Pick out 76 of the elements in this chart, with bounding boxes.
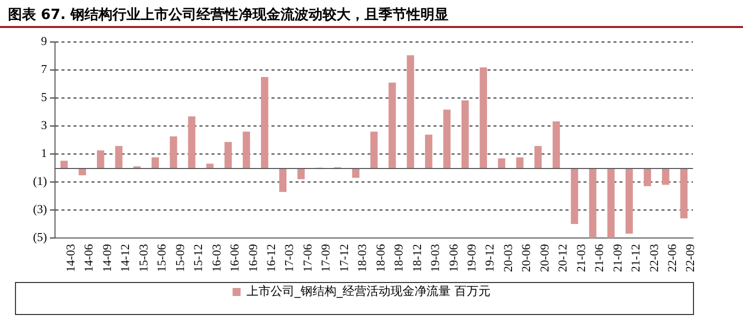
x-tick-label: 17-09 <box>318 244 333 272</box>
bar <box>352 168 360 178</box>
x-tick-label: 17-03 <box>282 244 296 272</box>
x-tick-label: 16-03 <box>209 244 224 272</box>
x-tick-label: 16-09 <box>246 244 260 272</box>
bar <box>152 157 159 168</box>
bar <box>78 168 86 176</box>
bar <box>443 110 451 168</box>
bar <box>425 134 432 168</box>
bar <box>206 164 214 168</box>
x-tick-label: 20-09 <box>537 244 552 272</box>
y-tick-label: (5) <box>32 230 47 244</box>
x-tick-label: 20-06 <box>519 244 534 272</box>
bar <box>242 132 250 168</box>
y-tick-label: 3 <box>40 118 47 132</box>
x-tick-label: 18-06 <box>373 244 388 272</box>
x-tick-label: 16-12 <box>264 244 278 272</box>
bar <box>279 168 286 192</box>
bar <box>607 168 615 238</box>
y-tick-label: 7 <box>40 62 47 76</box>
x-tick-label: 22-06 <box>665 244 680 272</box>
x-tick-label: 19-06 <box>446 244 460 272</box>
bar <box>534 146 542 168</box>
x-tick-label: 20-12 <box>556 244 570 272</box>
y-tick-label: 9 <box>40 34 47 48</box>
x-tick-label: 15-06 <box>154 244 169 272</box>
y-tick-label: (1) <box>32 174 47 188</box>
x-tick-label: 18-12 <box>410 244 424 272</box>
bar <box>406 55 414 168</box>
bar <box>96 150 104 168</box>
x-tick-label: 21-03 <box>574 244 588 272</box>
x-tick-label: 19-09 <box>464 244 478 272</box>
legend-label: 上市公司_钢结构_经营活动现金净流量 百万元 <box>246 284 490 298</box>
x-tick-label: 15-09 <box>172 244 187 272</box>
x-tick-label: 19-12 <box>482 244 497 272</box>
x-tick-label: 22-09 <box>683 244 698 272</box>
bar <box>480 67 488 168</box>
x-tick-label: 19-03 <box>428 244 442 272</box>
x-tick-label: 14-06 <box>82 244 96 272</box>
x-tick-label: 22-03 <box>646 244 661 272</box>
x-tick-label: 20-03 <box>500 244 515 272</box>
x-tick-label: 15-12 <box>191 244 206 272</box>
x-tick-label: 14-12 <box>118 244 132 272</box>
bar <box>552 121 560 168</box>
x-tick-label: 21-06 <box>592 244 606 272</box>
bar <box>570 168 578 224</box>
bar <box>260 77 268 168</box>
y-tick-label: 5 <box>40 90 47 104</box>
chart-title: 图表 67. 钢结构行业上市公司经营性净现金流波动较大，且季节性明显 <box>0 0 743 28</box>
bar <box>461 100 469 168</box>
bar <box>644 168 652 186</box>
x-tick-label: 18-09 <box>392 244 406 272</box>
bar <box>516 157 524 168</box>
x-tick-label: 15-03 <box>136 244 150 272</box>
bar <box>224 142 232 168</box>
bar <box>370 132 378 168</box>
bar <box>188 116 196 168</box>
bar <box>60 160 68 168</box>
bar <box>589 168 596 238</box>
bar <box>662 168 670 185</box>
x-tick-label: 16-06 <box>228 244 242 272</box>
x-tick-label: 14-09 <box>100 244 114 272</box>
bar <box>170 136 178 168</box>
x-tick-label: 18-03 <box>355 244 370 272</box>
bar <box>680 168 688 218</box>
y-tick-label: (3) <box>32 202 47 216</box>
bar <box>115 146 122 168</box>
bar <box>626 168 633 234</box>
bar <box>498 158 506 168</box>
x-tick-label: 14-03 <box>63 244 78 272</box>
bar <box>388 82 396 168</box>
y-tick-label: 1 <box>40 146 47 160</box>
x-tick-label: 17-12 <box>336 244 351 272</box>
x-tick-label: 21-09 <box>610 244 624 272</box>
x-tick-label: 21-12 <box>628 244 643 272</box>
x-tick-label: 17-06 <box>300 244 314 272</box>
